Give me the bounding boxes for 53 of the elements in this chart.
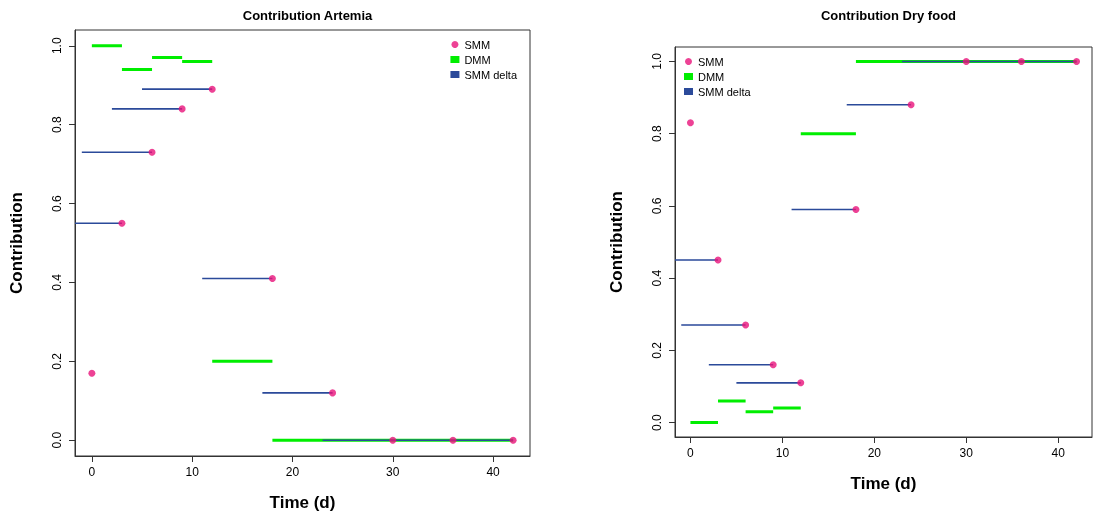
x-tick-label: 0 [687,446,695,460]
x-axis-title: Time (d) [269,493,336,512]
point [449,436,457,444]
y-tick-label: 0.0 [650,413,664,431]
point [509,436,517,444]
x-tick-label: 10 [185,465,200,479]
legend-label: SMM delta [698,85,752,98]
y-tick-label: 1.0 [650,52,664,70]
chart-title: Contribution Artemia [242,8,374,23]
legend-label: SMM [698,55,724,68]
y-tick-label: 0.6 [650,197,664,215]
y-tick-label: 0.2 [50,352,64,370]
point [1073,57,1081,65]
legend-label: DMM [464,53,491,66]
point [389,436,397,444]
point [178,105,186,113]
y-axis-title: Contribution [7,192,26,294]
y-tick-label: 0.4 [50,273,64,291]
point [686,119,694,127]
point [329,389,337,397]
point [88,369,96,377]
x-tick-label: 20 [285,465,300,479]
point [208,85,216,93]
point [797,379,805,387]
legend-label: SMM [464,38,491,51]
point [907,101,915,109]
y-tick-label: 1.0 [50,37,64,55]
y-tick-label: 0.0 [50,431,64,449]
point [148,148,156,156]
y-tick-label: 0.2 [650,341,664,359]
point [742,321,750,329]
x-tick-label: 40 [486,465,501,479]
point [769,361,777,369]
chart-title: Contribution Dry food [820,8,957,23]
y-tick-label: 0.6 [50,194,64,212]
point [268,275,276,282]
x-tick-label: 30 [959,446,974,460]
point [1017,57,1025,65]
x-tick-label: 40 [1051,446,1066,460]
x-tick-label: 0 [88,465,96,479]
x-tick-label: 10 [775,446,790,460]
legend-label: SMM delta [464,68,518,81]
y-tick-label: 0.8 [50,116,64,134]
point [962,57,970,65]
y-tick-label: 0.4 [650,269,664,287]
legend-label: DMM [698,70,725,83]
point [852,206,860,213]
y-axis-title: Contribution [607,191,626,293]
y-tick-label: 0.8 [650,125,664,143]
x-tick-label: 20 [867,446,882,460]
point [118,219,126,227]
x-axis-title: Time (d) [850,474,917,493]
x-tick-label: 30 [386,465,400,479]
